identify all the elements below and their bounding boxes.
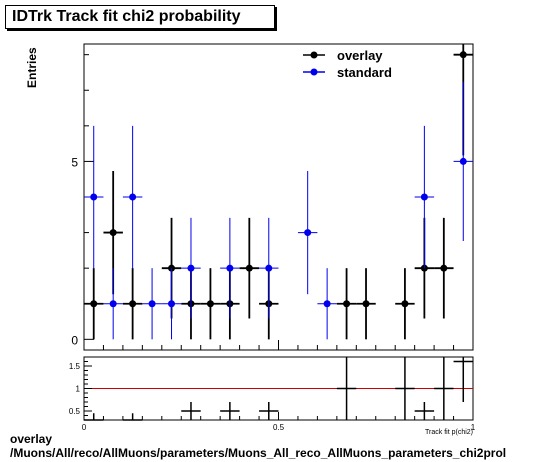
data-point-standard — [297, 170, 318, 295]
data-point-overlay — [395, 268, 415, 340]
marker — [459, 51, 467, 59]
ratio-point — [122, 413, 143, 421]
legend-standard-marker — [310, 68, 318, 76]
ratio-point — [453, 357, 473, 402]
data-point-standard — [181, 217, 201, 319]
main-y-axis-label: Entries — [25, 47, 39, 88]
chart-title-box: IDTrk Track fit chi2 probability — [5, 5, 275, 29]
data-point-standard — [220, 217, 240, 319]
data-point-overlay — [239, 217, 260, 319]
main-data-marks — [84, 44, 473, 340]
marker — [459, 157, 467, 165]
marker — [226, 264, 234, 272]
ratio-point — [336, 357, 357, 420]
data-point-overlay — [356, 268, 376, 340]
legend: overlay standard — [303, 48, 392, 80]
marker — [362, 300, 370, 308]
ratio-x-tick-label: 0.5 — [273, 423, 285, 432]
main-plot-frame — [83, 43, 474, 351]
ratio-y-tick-label: 0.5 — [69, 407, 81, 416]
ratio-point — [181, 402, 201, 420]
marker — [245, 264, 253, 272]
data-point-overlay — [200, 268, 221, 340]
data-point-standard — [414, 125, 435, 269]
main-y-tick-label: 5 — [71, 155, 78, 169]
marker — [109, 300, 117, 308]
data-point-standard — [453, 81, 473, 241]
marker — [304, 229, 312, 237]
ratio-x-axis-label: Track fit p(chi2) — [425, 429, 473, 436]
ratio-x-tick-label: 0 — [82, 423, 87, 432]
footer-line-2: /Muons/All/reco/AllMuons/parameters/Muon… — [10, 446, 507, 460]
marker — [148, 300, 156, 308]
marker — [90, 193, 98, 201]
data-point-standard — [259, 217, 279, 319]
marker — [401, 300, 409, 308]
main-y-tick-label: 0 — [71, 333, 78, 347]
ratio-data-marks — [84, 357, 473, 421]
ratio-axes: 0.511.50 0.5 1 — [69, 361, 476, 432]
marker — [440, 264, 448, 272]
marker — [187, 264, 195, 272]
main-axes: 05 — [71, 54, 474, 350]
marker — [343, 300, 351, 308]
marker — [168, 300, 176, 308]
data-point-standard — [84, 125, 104, 269]
ratio-point — [259, 402, 279, 420]
data-point-standard — [103, 268, 123, 340]
marker — [129, 300, 137, 308]
marker — [90, 300, 98, 308]
legend-overlay-label: overlay — [337, 48, 383, 63]
legend-standard-label: standard — [337, 65, 392, 80]
data-point-standard — [122, 125, 143, 269]
ratio-point — [414, 402, 435, 420]
data-point-overlay — [336, 268, 357, 340]
ratio-point — [220, 402, 240, 420]
ratio-point — [395, 357, 415, 420]
ratio-y-tick-label: 1.5 — [69, 362, 81, 371]
marker — [323, 300, 331, 308]
data-point-overlay — [122, 268, 143, 340]
marker — [109, 229, 117, 237]
data-point-standard — [317, 268, 337, 340]
marker — [420, 193, 428, 201]
data-point-overlay — [434, 217, 454, 319]
marker — [129, 193, 137, 201]
ratio-point — [84, 413, 104, 421]
chart-title: IDTrk Track fit chi2 probability — [12, 8, 241, 25]
footer-line-1: overlay — [10, 432, 53, 446]
data-point-overlay — [84, 268, 104, 340]
ratio-x-tick-label: 1 — [471, 423, 476, 432]
data-point-standard — [142, 268, 162, 340]
legend-overlay-marker — [310, 51, 318, 59]
ratio-point — [434, 357, 454, 420]
marker — [206, 300, 214, 308]
ratio-y-tick-label: 1 — [76, 385, 81, 394]
marker — [265, 264, 273, 272]
data-point-standard — [161, 268, 182, 340]
